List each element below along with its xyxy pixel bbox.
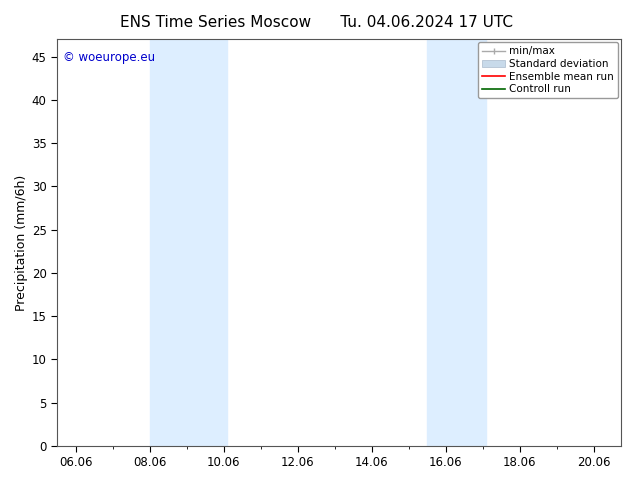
Legend: min/max, Standard deviation, Ensemble mean run, Controll run: min/max, Standard deviation, Ensemble me… xyxy=(478,42,618,98)
Text: ENS Time Series Moscow      Tu. 04.06.2024 17 UTC: ENS Time Series Moscow Tu. 04.06.2024 17… xyxy=(120,15,514,30)
Bar xyxy=(427,39,486,446)
Y-axis label: Precipitation (mm/6h): Precipitation (mm/6h) xyxy=(15,174,28,311)
Bar xyxy=(150,39,226,446)
Text: © woeurope.eu: © woeurope.eu xyxy=(63,51,155,64)
